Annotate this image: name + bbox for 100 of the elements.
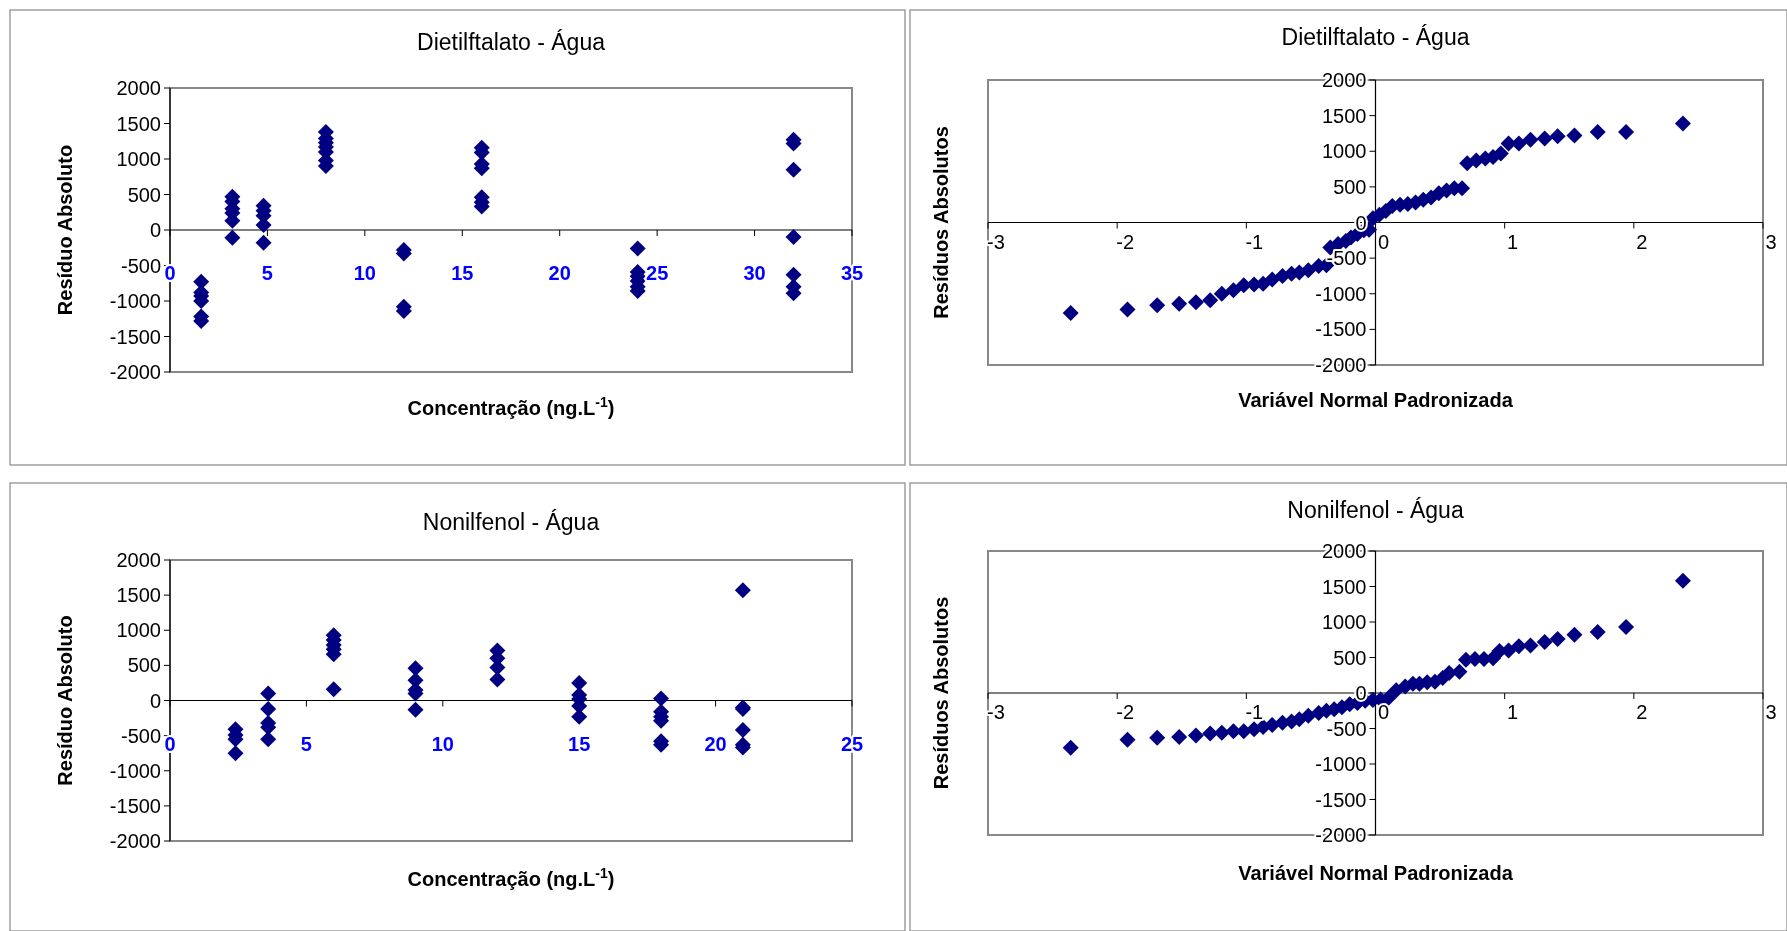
y-tick-label: -1500 <box>109 794 161 817</box>
y-tick-label: -1500 <box>1315 318 1367 341</box>
point <box>407 701 424 718</box>
y-tick-label: 1500 <box>116 584 161 607</box>
x-tick-label: 35 <box>840 262 864 284</box>
point <box>1119 731 1136 748</box>
point <box>1202 292 1219 309</box>
y-tick-label: 0 <box>1355 682 1367 704</box>
point <box>325 681 342 698</box>
x-axis-title: Variável Normal Padronizada <box>1238 862 1514 884</box>
y-tick-label: -2000 <box>1315 354 1367 376</box>
point <box>1674 572 1691 589</box>
point <box>1213 724 1230 741</box>
point <box>1187 294 1204 311</box>
y-tick-label: -1000 <box>109 759 161 782</box>
point <box>1149 297 1166 314</box>
point <box>227 745 244 762</box>
point <box>1510 638 1527 655</box>
x-tick-label: 15 <box>568 732 591 755</box>
y-tick-label: -2000 <box>1315 824 1367 846</box>
x-axis-title: Concentração (ng.L$^{-1}$) <box>407 394 615 419</box>
y-tick-label: 1500 <box>116 112 161 135</box>
x-tick-label: 3 <box>1765 230 1777 253</box>
y-tick-label: 2000 <box>1322 540 1367 562</box>
point <box>224 229 241 246</box>
point <box>1618 124 1635 141</box>
point <box>407 660 424 677</box>
point <box>1589 124 1606 141</box>
y-tick-label: 1000 <box>116 148 161 170</box>
y-tick-label: 500 <box>1333 175 1367 198</box>
point <box>1119 301 1136 318</box>
point <box>1522 637 1539 654</box>
point <box>1589 623 1606 640</box>
point <box>1566 127 1583 144</box>
point <box>1674 115 1691 132</box>
point <box>1549 631 1566 648</box>
point <box>1202 725 1219 742</box>
y-tick-label: -1500 <box>1315 788 1367 811</box>
point <box>1618 618 1635 635</box>
point <box>1264 271 1281 288</box>
y-tick-label: 1000 <box>1322 140 1367 163</box>
point <box>629 240 646 257</box>
point <box>571 674 588 691</box>
y-tick-label: 2000 <box>116 549 161 571</box>
y-tick-label: 2000 <box>116 77 161 99</box>
y-tick-label: 500 <box>127 183 161 206</box>
point <box>1522 131 1539 148</box>
chart-title: Nonilfenol - Água <box>422 509 600 535</box>
x-tick-label: -2 <box>1116 230 1135 253</box>
y-tick-label: 1000 <box>116 619 161 642</box>
y-tick-label: -1500 <box>109 325 161 348</box>
x-axis-title: Variável Normal Padronizada <box>1238 389 1514 411</box>
point <box>1213 285 1230 302</box>
x-tick-label: 5 <box>300 732 312 755</box>
x-tick-label: -3 <box>987 701 1005 723</box>
y-axis-title: Resíduos Absolutos <box>930 126 952 319</box>
point <box>1062 739 1079 756</box>
chart-title: Dietilftalato - Água <box>417 29 606 55</box>
point <box>260 700 277 717</box>
x-tick-label: 25 <box>646 262 669 284</box>
x-tick-label: 20 <box>548 262 571 284</box>
y-tick-label: 2000 <box>1322 69 1367 91</box>
point <box>1171 729 1188 746</box>
y-tick-label: -2000 <box>109 361 161 383</box>
y-tick-label: -500 <box>1326 717 1367 740</box>
point <box>1300 262 1317 279</box>
point <box>1062 304 1079 321</box>
point <box>734 722 751 739</box>
point <box>1536 130 1553 147</box>
y-tick-label: -2000 <box>109 830 161 852</box>
x-tick-label: 1 <box>1507 701 1519 723</box>
chart-title: Nonilfenol - Água <box>1287 497 1464 523</box>
point <box>1549 128 1566 145</box>
point <box>734 582 751 599</box>
point <box>1566 626 1583 643</box>
y-tick-label: -1000 <box>109 290 161 312</box>
x-tick-label: -2 <box>1116 701 1135 723</box>
x-tick-label: -1 <box>1245 701 1264 723</box>
point <box>1300 707 1317 724</box>
x-tick-label: 20 <box>704 732 727 755</box>
chart-title: Dietilftalato - Água <box>1281 24 1470 50</box>
y-axis-title: Resíduo Absoluto <box>54 615 76 786</box>
x-tick-label: 0 <box>1377 230 1390 253</box>
y-tick-label: -500 <box>120 254 161 277</box>
point <box>653 690 670 707</box>
point <box>1171 295 1188 312</box>
x-tick-label: 3 <box>1765 701 1777 723</box>
point <box>1149 729 1166 746</box>
y-axis-title: Resíduos Absolutos <box>930 596 952 790</box>
x-tick-label: 25 <box>840 732 864 755</box>
y-tick-label: -1000 <box>1315 753 1367 775</box>
x-tick-label: 10 <box>431 732 454 755</box>
point <box>1187 727 1204 744</box>
point <box>1225 282 1242 299</box>
x-tick-label: 10 <box>353 262 376 284</box>
x-tick-label: 0 <box>1377 701 1390 723</box>
x-tick-label: 15 <box>451 262 474 284</box>
point <box>785 266 802 283</box>
y-tick-label: 1500 <box>1322 575 1367 598</box>
x-tick-label: -1 <box>1245 230 1264 253</box>
